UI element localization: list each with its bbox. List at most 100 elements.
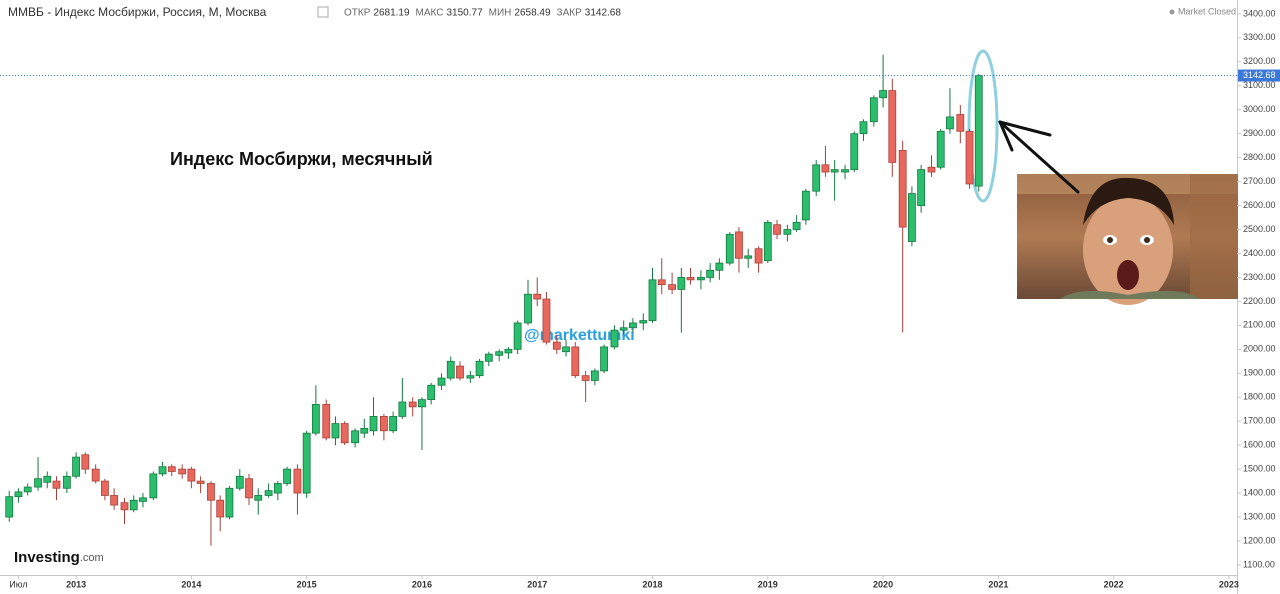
ohlc-value: 2658.49 [514, 8, 551, 19]
y-tick-label: 1300.00 [1243, 511, 1276, 521]
candle-body [254, 495, 263, 501]
candle-body [706, 269, 715, 278]
candle-body [311, 404, 320, 434]
candle-body [293, 468, 302, 494]
y-tick-label: 1400.00 [1243, 487, 1276, 497]
candle-body [792, 221, 801, 230]
candle-body [898, 150, 907, 228]
candle-body [600, 346, 608, 372]
candle-body [389, 415, 398, 432]
y-tick-label: 1500.00 [1243, 463, 1276, 473]
candle-body [139, 497, 147, 502]
y-tick-label: 1200.00 [1243, 535, 1276, 545]
candle-body [14, 491, 23, 498]
arrow [998, 120, 1080, 194]
candle-body [167, 466, 176, 472]
x-tick-label: 2018 [642, 579, 662, 589]
candle-body [629, 322, 637, 329]
candle-body [369, 415, 378, 432]
status-dot [1169, 9, 1175, 15]
candle-body [619, 327, 628, 331]
market-status: Market Closed [1178, 6, 1236, 16]
watermark: @markettumki [524, 327, 635, 344]
candle-body [81, 454, 90, 470]
x-tick-label: 2014 [181, 579, 201, 589]
candle-body [283, 468, 291, 484]
y-tick-label: 1900.00 [1243, 368, 1276, 378]
x-tick-label: 2021 [988, 579, 1008, 589]
candle-body [821, 164, 830, 173]
candle-body [590, 370, 599, 381]
candle-body [801, 190, 810, 221]
y-tick-label: 1700.00 [1243, 416, 1276, 426]
candle-body [340, 423, 349, 444]
candle-body [360, 427, 369, 434]
highlight-ellipse [967, 49, 999, 203]
candle-body [725, 233, 734, 264]
x-tick-label: 2023 [1219, 579, 1239, 589]
meme-image [1017, 174, 1238, 305]
candle-body [639, 320, 648, 324]
ohlc-label: МИН [489, 8, 512, 19]
candle-body [101, 480, 109, 496]
candle-body [907, 193, 916, 242]
x-tick-label: 2022 [1104, 579, 1124, 589]
candle-body [91, 468, 100, 482]
candle-body [110, 495, 119, 506]
y-tick-label: 1800.00 [1243, 392, 1276, 402]
candle-body [216, 499, 225, 518]
candle-body [149, 473, 158, 499]
candle-body [648, 279, 657, 321]
logo-brand: Investing [14, 549, 80, 566]
candle-body [158, 466, 167, 475]
candle-body [773, 224, 781, 235]
candle-body [446, 360, 455, 379]
x-tick-label: 2015 [297, 579, 317, 589]
y-tick-label: 3400.00 [1243, 8, 1276, 18]
candle-body [34, 478, 42, 488]
y-tick-label: 2700.00 [1243, 176, 1276, 186]
candle-body [207, 483, 215, 501]
price-tag-label: 3142.68 [1243, 70, 1276, 80]
candle-body [888, 90, 897, 163]
y-tick-label: 2800.00 [1243, 152, 1276, 162]
y-tick-label: 2300.00 [1243, 272, 1276, 282]
y-tick-label: 1100.00 [1243, 559, 1275, 569]
candle-body [812, 164, 821, 192]
candle-body [62, 475, 71, 489]
x-tick-label: 2017 [527, 579, 547, 589]
candle-body [225, 487, 234, 518]
chart-title: ММВБ - Индекс Мосбиржи, Россия, М, Москв… [8, 5, 267, 19]
candle-body [235, 475, 244, 489]
candle-body [120, 502, 129, 511]
candle-body [427, 384, 436, 401]
y-tick-label: 2500.00 [1243, 224, 1276, 234]
candle-body [571, 346, 580, 377]
candle-body [466, 375, 475, 379]
settings-icon[interactable] [317, 6, 329, 18]
candle-body [475, 360, 484, 377]
candle-body [552, 341, 561, 350]
y-tick-label: 2200.00 [1243, 296, 1276, 306]
candle-body [504, 348, 513, 354]
candle-body [783, 229, 792, 235]
candle-body [5, 496, 14, 518]
candle-body [52, 480, 61, 489]
candle-body [408, 401, 417, 408]
candle-body [610, 329, 619, 348]
candle-body [917, 169, 926, 206]
x-tick-label: 2020 [873, 579, 893, 589]
x-tick-label: 2016 [412, 579, 432, 589]
candle-body [715, 262, 724, 271]
candle-body [456, 365, 464, 379]
y-tick-label: 2400.00 [1243, 248, 1276, 258]
y-tick-label: 3300.00 [1243, 32, 1276, 42]
candle-body [581, 375, 590, 381]
candle-body [302, 432, 311, 494]
candle-body [754, 248, 763, 264]
candle-body [72, 456, 80, 477]
y-tick-label: 3000.00 [1243, 104, 1276, 114]
candle-body [744, 255, 753, 259]
candle-body [542, 298, 551, 343]
candle-body [331, 423, 340, 439]
